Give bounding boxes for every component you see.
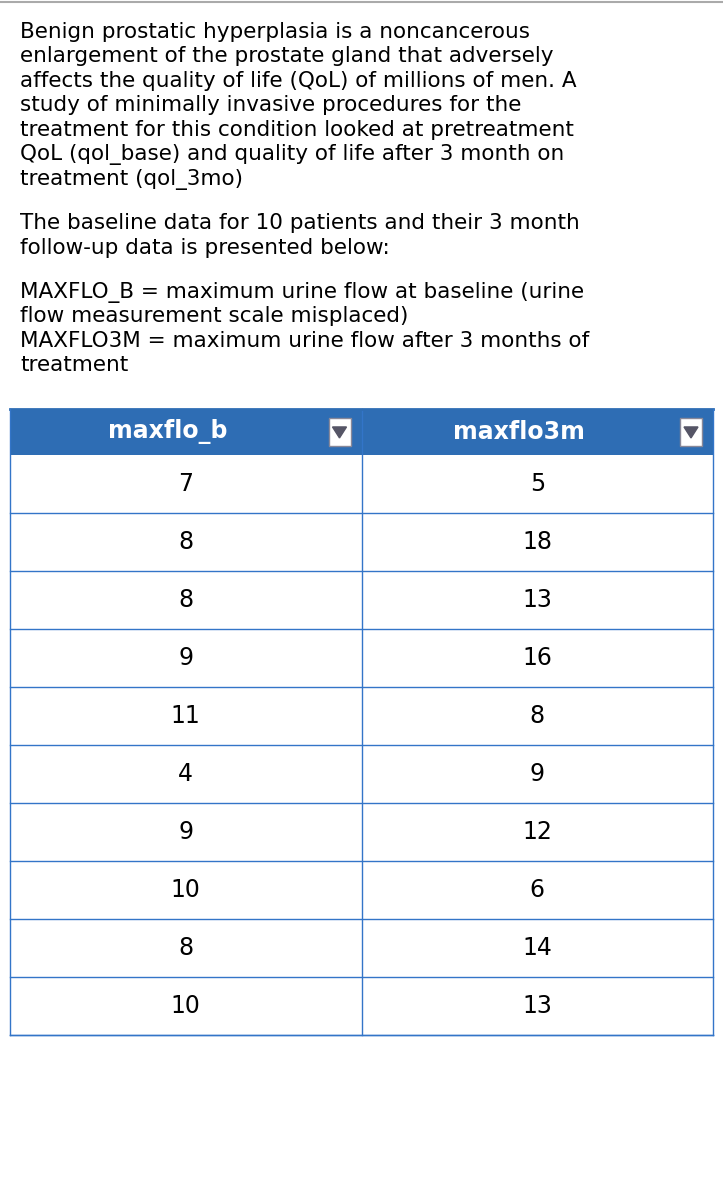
Bar <box>10 629 713 686</box>
Text: flow measurement scale misplaced): flow measurement scale misplaced) <box>20 306 408 326</box>
Bar <box>10 686 713 745</box>
Text: QoL (qol_base) and quality of life after 3 month on: QoL (qol_base) and quality of life after… <box>20 144 564 166</box>
Text: 16: 16 <box>522 646 552 670</box>
Bar <box>10 745 713 803</box>
Text: treatment (qol_3mo): treatment (qol_3mo) <box>20 169 243 190</box>
Bar <box>10 803 713 860</box>
Text: 8: 8 <box>178 530 193 554</box>
Bar <box>10 571 713 629</box>
Text: affects the quality of life (QoL) of millions of men. A: affects the quality of life (QoL) of mil… <box>20 71 577 91</box>
Text: 11: 11 <box>171 704 200 728</box>
Text: The baseline data for 10 patients and their 3 month: The baseline data for 10 patients and th… <box>20 214 580 233</box>
Bar <box>10 919 713 977</box>
Text: 18: 18 <box>522 530 552 554</box>
Text: 5: 5 <box>530 472 545 496</box>
Text: Benign prostatic hyperplasia is a noncancerous: Benign prostatic hyperplasia is a noncan… <box>20 22 530 42</box>
Bar <box>10 455 713 512</box>
Text: maxflo3m: maxflo3m <box>453 420 585 444</box>
Bar <box>328 418 351 446</box>
Text: 6: 6 <box>530 878 544 902</box>
Text: study of minimally invasive procedures for the: study of minimally invasive procedures f… <box>20 96 521 115</box>
Text: 7: 7 <box>179 472 193 496</box>
Text: 9: 9 <box>530 762 544 786</box>
Text: follow-up data is presented below:: follow-up data is presented below: <box>20 238 390 258</box>
Text: 10: 10 <box>171 878 201 902</box>
Bar <box>10 860 713 919</box>
Text: 13: 13 <box>522 994 552 1018</box>
Text: 13: 13 <box>522 588 552 612</box>
Polygon shape <box>684 427 698 438</box>
Text: 8: 8 <box>178 936 193 960</box>
Text: MAXFLO_B = maximum urine flow at baseline (urine: MAXFLO_B = maximum urine flow at baselin… <box>20 282 584 302</box>
Text: 4: 4 <box>179 762 193 786</box>
Text: maxflo_b: maxflo_b <box>108 420 228 444</box>
Text: treatment: treatment <box>20 355 128 376</box>
Text: 10: 10 <box>171 994 201 1018</box>
Bar <box>680 418 702 446</box>
Bar <box>10 977 713 1034</box>
Text: treatment for this condition looked at pretreatment: treatment for this condition looked at p… <box>20 120 574 140</box>
Text: 8: 8 <box>530 704 545 728</box>
Polygon shape <box>333 427 346 438</box>
Text: 14: 14 <box>522 936 552 960</box>
Text: 9: 9 <box>179 820 193 844</box>
Text: 9: 9 <box>179 646 193 670</box>
Text: 8: 8 <box>178 588 193 612</box>
Bar <box>10 409 713 455</box>
Text: enlargement of the prostate gland that adversely: enlargement of the prostate gland that a… <box>20 47 554 66</box>
Bar <box>10 512 713 571</box>
Text: MAXFLO3M = maximum urine flow after 3 months of: MAXFLO3M = maximum urine flow after 3 mo… <box>20 330 589 350</box>
Text: 12: 12 <box>522 820 552 844</box>
